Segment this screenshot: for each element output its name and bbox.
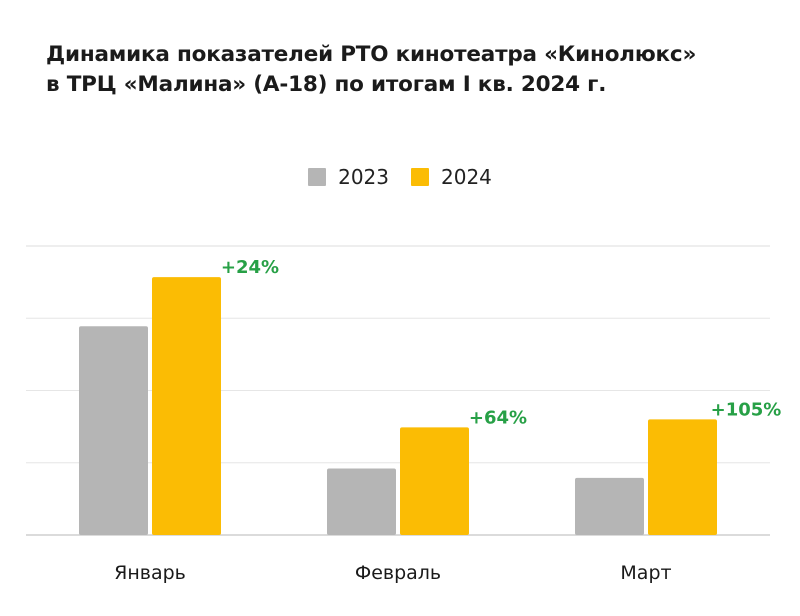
bar-2024-0 xyxy=(152,277,221,535)
x-axis-labels: Январь Февраль Март xyxy=(114,562,671,584)
chart-title: Динамика показателей РТО кинотеатра «Кин… xyxy=(46,40,766,100)
x-tick-label: Февраль xyxy=(355,562,441,584)
x-tick-label: Март xyxy=(620,562,671,584)
legend-swatch-2023 xyxy=(308,168,327,186)
bars xyxy=(79,277,717,535)
x-tick-label: Январь xyxy=(114,562,186,584)
legend-item-2024: 2024 xyxy=(411,165,492,189)
legend-item-2023: 2023 xyxy=(308,165,389,189)
growth-label: +24% xyxy=(221,257,279,278)
bar-2023-2 xyxy=(575,477,644,535)
chart-title-line-2: в ТРЦ «Малина» (А-18) по итогам I кв. 20… xyxy=(46,72,607,97)
growth-label: +105% xyxy=(711,399,782,420)
legend-swatch-2024 xyxy=(411,168,429,186)
gridlines xyxy=(26,245,770,536)
chart-title-line-1: Динамика показателей РТО кинотеатра «Кин… xyxy=(46,42,697,67)
legend: 2023 2024 xyxy=(0,165,800,189)
legend-label-2023: 2023 xyxy=(338,165,389,189)
bar-2024-1 xyxy=(400,427,469,535)
bar-2023-0 xyxy=(79,326,148,535)
growth-label: +64% xyxy=(469,407,527,428)
bar-2023-1 xyxy=(327,468,396,535)
legend-label-2024: 2024 xyxy=(441,165,492,189)
bar-2024-2 xyxy=(648,419,717,535)
annotations: +24% +64% +105% xyxy=(221,257,781,428)
